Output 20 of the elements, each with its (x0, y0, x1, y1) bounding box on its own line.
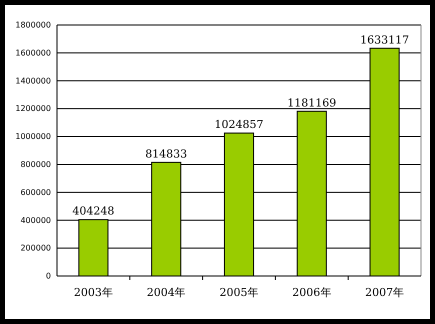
y-tick-label: 1000000 (15, 132, 51, 142)
data-label: 1181169 (287, 96, 336, 110)
x-tick-label: 2003年 (74, 286, 113, 299)
y-tick-label: 1400000 (15, 76, 51, 86)
x-tick-label: 2007年 (365, 286, 404, 299)
data-label: 404248 (72, 204, 114, 218)
y-tick-label: 0 (46, 272, 51, 281)
data-label: 1024857 (214, 118, 264, 132)
y-tick-label: 600000 (20, 188, 51, 197)
y-tick-label: 1800000 (15, 20, 51, 30)
x-tick-label: 2006年 (292, 286, 332, 299)
y-tick-label: 1600000 (15, 48, 51, 58)
x-tick-label: 2004年 (146, 286, 186, 299)
x-tick-label: 2005年 (220, 286, 258, 299)
data-label: 814833 (145, 147, 188, 160)
y-tick-label: 800000 (20, 160, 51, 170)
y-tick-label: 400000 (20, 216, 51, 225)
data-label: 1633117 (360, 33, 410, 46)
y-tick-label: 200000 (20, 244, 51, 253)
y-tick-label: 1200000 (15, 104, 51, 114)
